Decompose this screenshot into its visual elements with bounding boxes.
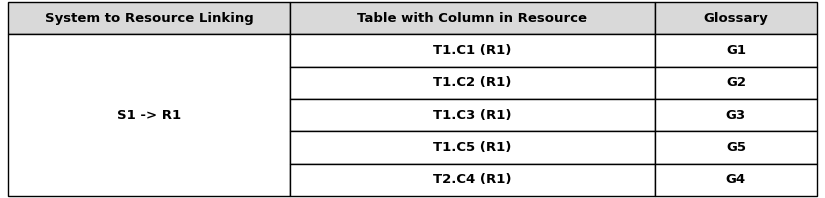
Text: G4: G4	[726, 173, 746, 186]
Bar	[655, 131, 817, 164]
Bar	[290, 131, 655, 164]
Bar	[290, 99, 655, 131]
Text: Table with Column in Resource: Table with Column in Resource	[357, 12, 587, 25]
Text: T2.C4 (R1): T2.C4 (R1)	[433, 173, 512, 186]
Text: T1.C1 (R1): T1.C1 (R1)	[433, 44, 512, 57]
Text: G2: G2	[726, 76, 746, 89]
Bar	[290, 2, 655, 34]
Bar	[8, 34, 290, 196]
Text: S1 -> R1: S1 -> R1	[117, 109, 181, 122]
Bar	[655, 34, 817, 67]
Text: G3: G3	[726, 109, 746, 122]
Text: T1.C5 (R1): T1.C5 (R1)	[433, 141, 512, 154]
Text: Glossary: Glossary	[704, 12, 768, 25]
Text: T1.C3 (R1): T1.C3 (R1)	[433, 109, 512, 122]
Bar	[655, 2, 817, 34]
Bar	[290, 67, 655, 99]
Bar	[655, 164, 817, 196]
Text: T1.C2 (R1): T1.C2 (R1)	[433, 76, 512, 89]
Bar	[655, 99, 817, 131]
Text: G5: G5	[726, 141, 746, 154]
Bar	[290, 34, 655, 67]
Bar	[655, 67, 817, 99]
Bar	[8, 2, 290, 34]
Bar	[290, 164, 655, 196]
Text: G1: G1	[726, 44, 746, 57]
Text: System to Resource Linking: System to Resource Linking	[45, 12, 253, 25]
